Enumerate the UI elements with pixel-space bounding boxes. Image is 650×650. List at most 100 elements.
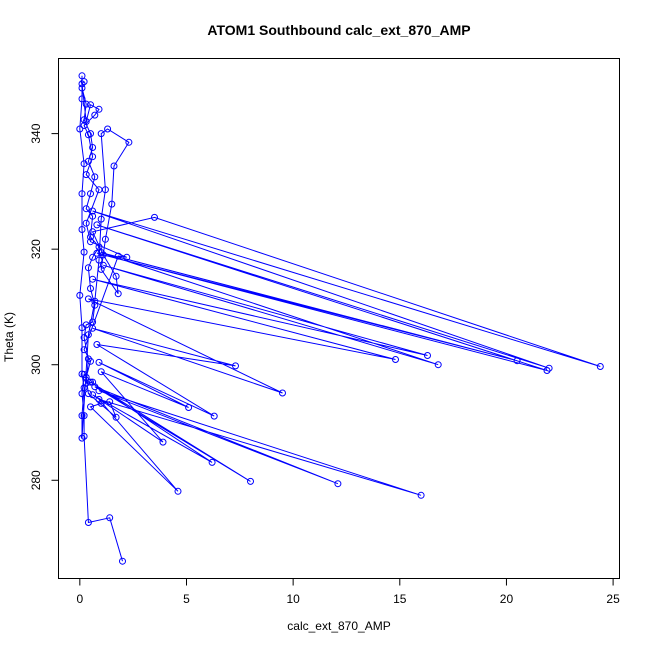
data-point xyxy=(434,361,442,369)
data-point xyxy=(89,324,97,332)
data-point xyxy=(87,403,94,411)
x-axis-label: calc_ext_870_AMP xyxy=(287,619,390,633)
data-point xyxy=(114,290,122,298)
data-point xyxy=(513,357,521,365)
data-point xyxy=(119,557,126,565)
data-point xyxy=(95,105,103,113)
data-point xyxy=(87,378,94,386)
y-tick-label: 280 xyxy=(29,470,43,490)
data-point xyxy=(82,373,90,381)
data-point xyxy=(80,160,88,168)
data-point xyxy=(97,130,105,138)
data-point xyxy=(185,404,193,411)
data-point xyxy=(84,331,92,339)
data-point xyxy=(91,383,99,391)
data-point xyxy=(78,84,86,92)
data-point xyxy=(174,487,182,495)
data-point xyxy=(78,324,86,332)
data-point xyxy=(106,398,114,406)
data-point xyxy=(93,221,101,229)
x-axis: 0 5 10 15 20 25 xyxy=(76,578,620,606)
data-point xyxy=(104,125,112,133)
data-point xyxy=(87,285,94,292)
data-point xyxy=(78,412,86,420)
data-point xyxy=(80,432,88,440)
data-point xyxy=(95,387,103,395)
data-point xyxy=(247,477,254,485)
data-point xyxy=(112,413,120,421)
data-point xyxy=(84,390,92,398)
data-point xyxy=(78,370,86,378)
chart-title: ATOM1 Southbound calc_ext_870_AMP xyxy=(207,22,470,38)
x-tick-label: 15 xyxy=(393,592,407,606)
data-point xyxy=(91,111,99,119)
data-point xyxy=(82,100,90,108)
data-point xyxy=(97,368,105,376)
data-point xyxy=(97,399,105,407)
data-point xyxy=(84,264,92,272)
data-point xyxy=(97,265,105,273)
data-point xyxy=(101,235,109,243)
x-tick-label: 20 xyxy=(500,592,514,606)
data-point xyxy=(78,80,86,88)
data-point xyxy=(80,78,88,86)
x-tick-label: 25 xyxy=(606,592,620,606)
data-point xyxy=(89,228,97,236)
data-point xyxy=(78,95,86,103)
data-point xyxy=(89,253,97,261)
data-point xyxy=(110,162,118,170)
data-point xyxy=(545,364,553,372)
data-point xyxy=(208,458,216,466)
data-point xyxy=(95,256,103,264)
data-point xyxy=(82,118,90,125)
data-point xyxy=(87,101,94,109)
data-point xyxy=(97,249,105,257)
x-tick-label: 0 xyxy=(76,592,83,606)
data-point xyxy=(89,153,97,161)
data-point xyxy=(108,200,116,208)
data-point xyxy=(89,207,97,215)
data-point xyxy=(80,248,88,256)
data-point xyxy=(84,295,92,303)
y-tick-label: 300 xyxy=(29,354,43,374)
data-point xyxy=(159,438,167,446)
data-point xyxy=(543,367,551,374)
data-point xyxy=(91,301,99,309)
data-point xyxy=(123,253,131,261)
data-point xyxy=(424,352,431,359)
data-point xyxy=(95,358,103,366)
data-point xyxy=(84,519,92,526)
y-tick-label: 340 xyxy=(29,123,43,143)
data-point xyxy=(151,213,158,221)
y-tick-label: 320 xyxy=(29,239,43,259)
data-point xyxy=(91,173,99,181)
data-point xyxy=(89,144,97,151)
data-point xyxy=(97,215,105,223)
data-point xyxy=(125,138,133,146)
data-point xyxy=(334,480,342,488)
x-tick-label: 10 xyxy=(286,592,300,606)
x-tick-label: 5 xyxy=(183,592,190,606)
y-axis: 280 300 320 340 xyxy=(29,123,59,490)
data-point xyxy=(279,389,286,397)
data-point xyxy=(87,190,94,198)
data-point xyxy=(76,125,84,133)
data-point xyxy=(84,131,92,139)
data-point xyxy=(87,357,94,365)
data-point xyxy=(80,412,88,420)
data-point xyxy=(99,261,107,269)
data-point xyxy=(80,384,88,392)
data-point xyxy=(210,412,218,420)
data-point xyxy=(106,514,114,522)
data-point xyxy=(80,122,88,129)
data-point xyxy=(78,226,86,233)
data-point xyxy=(232,362,239,370)
data-point xyxy=(95,395,103,403)
data-point xyxy=(112,272,120,280)
series-line xyxy=(79,75,601,562)
data-point xyxy=(596,363,604,370)
data-point xyxy=(392,356,399,363)
data-point xyxy=(76,291,84,299)
